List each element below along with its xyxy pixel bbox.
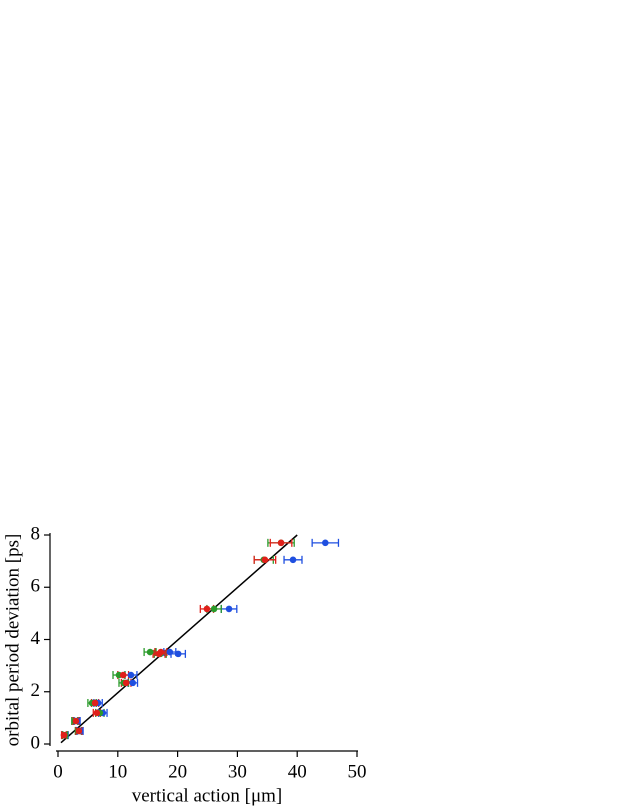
point: [127, 671, 135, 679]
point: [210, 605, 218, 613]
x-tick-label: 30: [228, 761, 247, 782]
x-tick-label: 40: [288, 761, 307, 782]
point: [277, 539, 285, 547]
point: [289, 556, 297, 564]
y-axis-label: orbital period deviation [ps]: [2, 534, 23, 747]
point: [261, 556, 269, 564]
y-tick-label: 0: [31, 732, 41, 753]
point: [129, 679, 137, 687]
point: [146, 648, 154, 656]
point: [203, 605, 211, 613]
point: [119, 671, 127, 679]
point: [75, 727, 83, 735]
point: [225, 605, 233, 613]
x-tick-label: 50: [348, 761, 367, 782]
x-tick-label: 20: [168, 761, 187, 782]
point: [122, 679, 130, 687]
point: [322, 539, 329, 547]
point: [174, 650, 182, 658]
point: [93, 709, 101, 717]
x-tick-label: 0: [53, 761, 63, 782]
x-axis-label: vertical action [μm]: [132, 785, 283, 806]
point: [91, 699, 99, 707]
point: [60, 731, 68, 739]
y-tick-label: 6: [31, 576, 41, 597]
y-tick-label: 4: [31, 628, 41, 649]
y-tick-label: 8: [31, 523, 41, 544]
point: [72, 717, 80, 725]
y-tick-label: 2: [31, 680, 41, 701]
point: [166, 648, 174, 656]
fit-line: [60, 534, 298, 744]
point: [157, 648, 165, 656]
x-tick-label: 10: [108, 761, 127, 782]
